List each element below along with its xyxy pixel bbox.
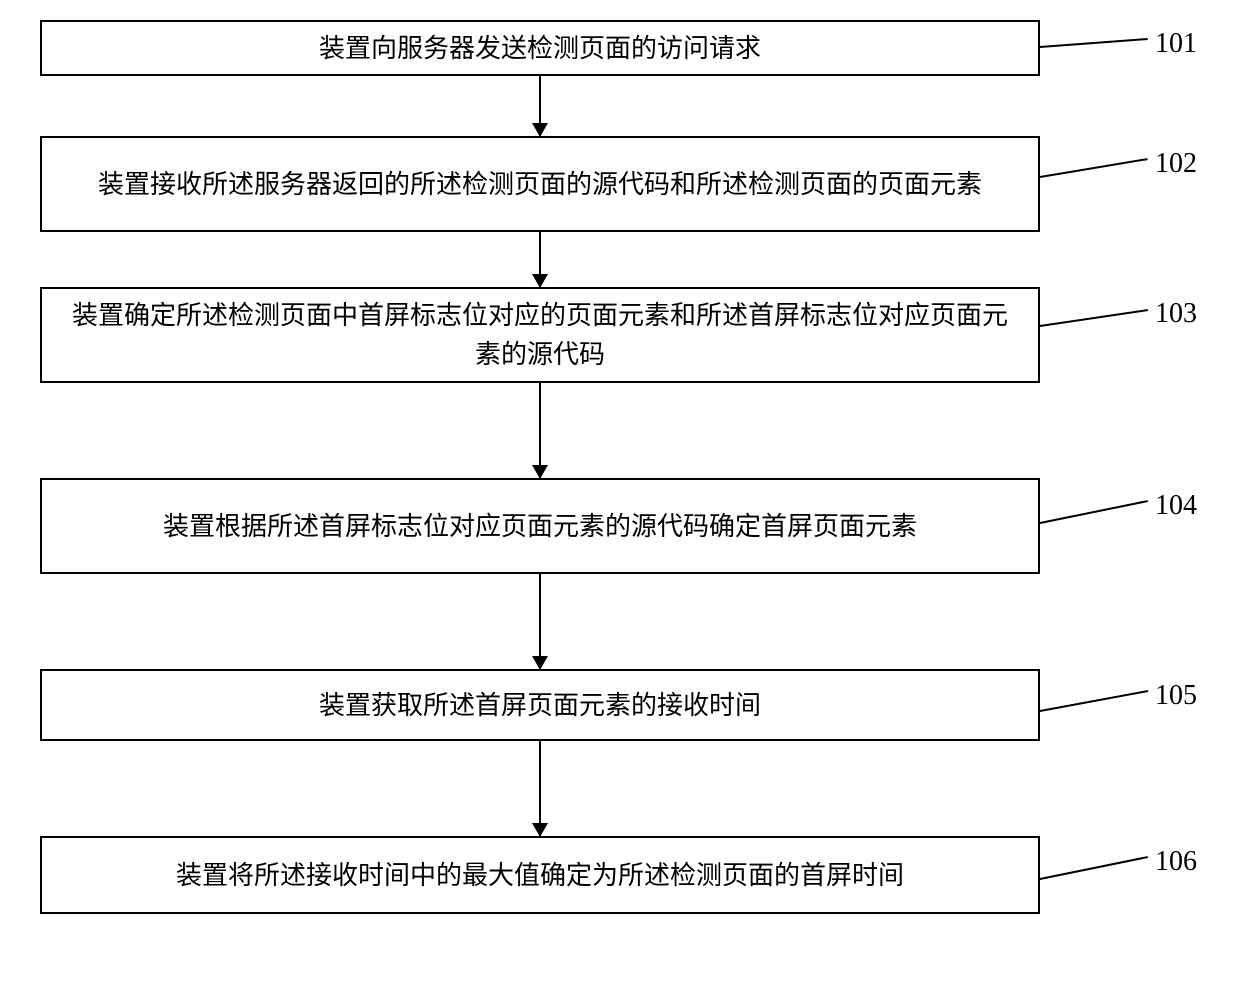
step-text: 装置根据所述首屏标志位对应页面元素的源代码确定首屏页面元素: [163, 507, 917, 546]
step-label-106: 106: [1155, 846, 1197, 878]
arrow-down-icon: [539, 383, 541, 478]
step-106: 装置将所述接收时间中的最大值确定为所述检测页面的首屏时间: [40, 836, 1200, 914]
step-text: 装置接收所述服务器返回的所述检测页面的源代码和所述检测页面的页面元素: [98, 165, 982, 204]
step-box-102: 装置接收所述服务器返回的所述检测页面的源代码和所述检测页面的页面元素: [40, 136, 1040, 232]
step-text: 装置确定所述检测页面中首屏标志位对应的页面元素和所述首屏标志位对应页面元素的源代…: [62, 296, 1018, 374]
arrow-down-icon: [539, 76, 541, 136]
step-box-105: 装置获取所述首屏页面元素的接收时间: [40, 669, 1040, 741]
step-104: 装置根据所述首屏标志位对应页面元素的源代码确定首屏页面元素: [40, 478, 1200, 574]
step-label-104: 104: [1155, 490, 1197, 522]
step-box-101: 装置向服务器发送检测页面的访问请求: [40, 20, 1040, 76]
step-label-105: 105: [1155, 680, 1197, 712]
step-label-101: 101: [1155, 28, 1197, 60]
arrow-down-icon: [539, 574, 541, 669]
step-102: 装置接收所述服务器返回的所述检测页面的源代码和所述检测页面的页面元素: [40, 136, 1200, 232]
step-box-103: 装置确定所述检测页面中首屏标志位对应的页面元素和所述首屏标志位对应页面元素的源代…: [40, 287, 1040, 383]
step-text: 装置获取所述首屏页面元素的接收时间: [319, 686, 761, 725]
step-text: 装置将所述接收时间中的最大值确定为所述检测页面的首屏时间: [176, 856, 904, 895]
arrow-down-icon: [539, 232, 541, 287]
step-label-103: 103: [1155, 298, 1197, 330]
flowchart-container: 装置向服务器发送检测页面的访问请求 101 装置接收所述服务器返回的所述检测页面的源…: [40, 20, 1200, 914]
step-101: 装置向服务器发送检测页面的访问请求: [40, 20, 1200, 76]
step-box-104: 装置根据所述首屏标志位对应页面元素的源代码确定首屏页面元素: [40, 478, 1040, 574]
step-box-106: 装置将所述接收时间中的最大值确定为所述检测页面的首屏时间: [40, 836, 1040, 914]
step-105: 装置获取所述首屏页面元素的接收时间: [40, 669, 1200, 741]
step-103: 装置确定所述检测页面中首屏标志位对应的页面元素和所述首屏标志位对应页面元素的源代…: [40, 287, 1200, 383]
arrow-down-icon: [539, 741, 541, 836]
step-text: 装置向服务器发送检测页面的访问请求: [319, 29, 761, 68]
step-label-102: 102: [1155, 148, 1197, 180]
